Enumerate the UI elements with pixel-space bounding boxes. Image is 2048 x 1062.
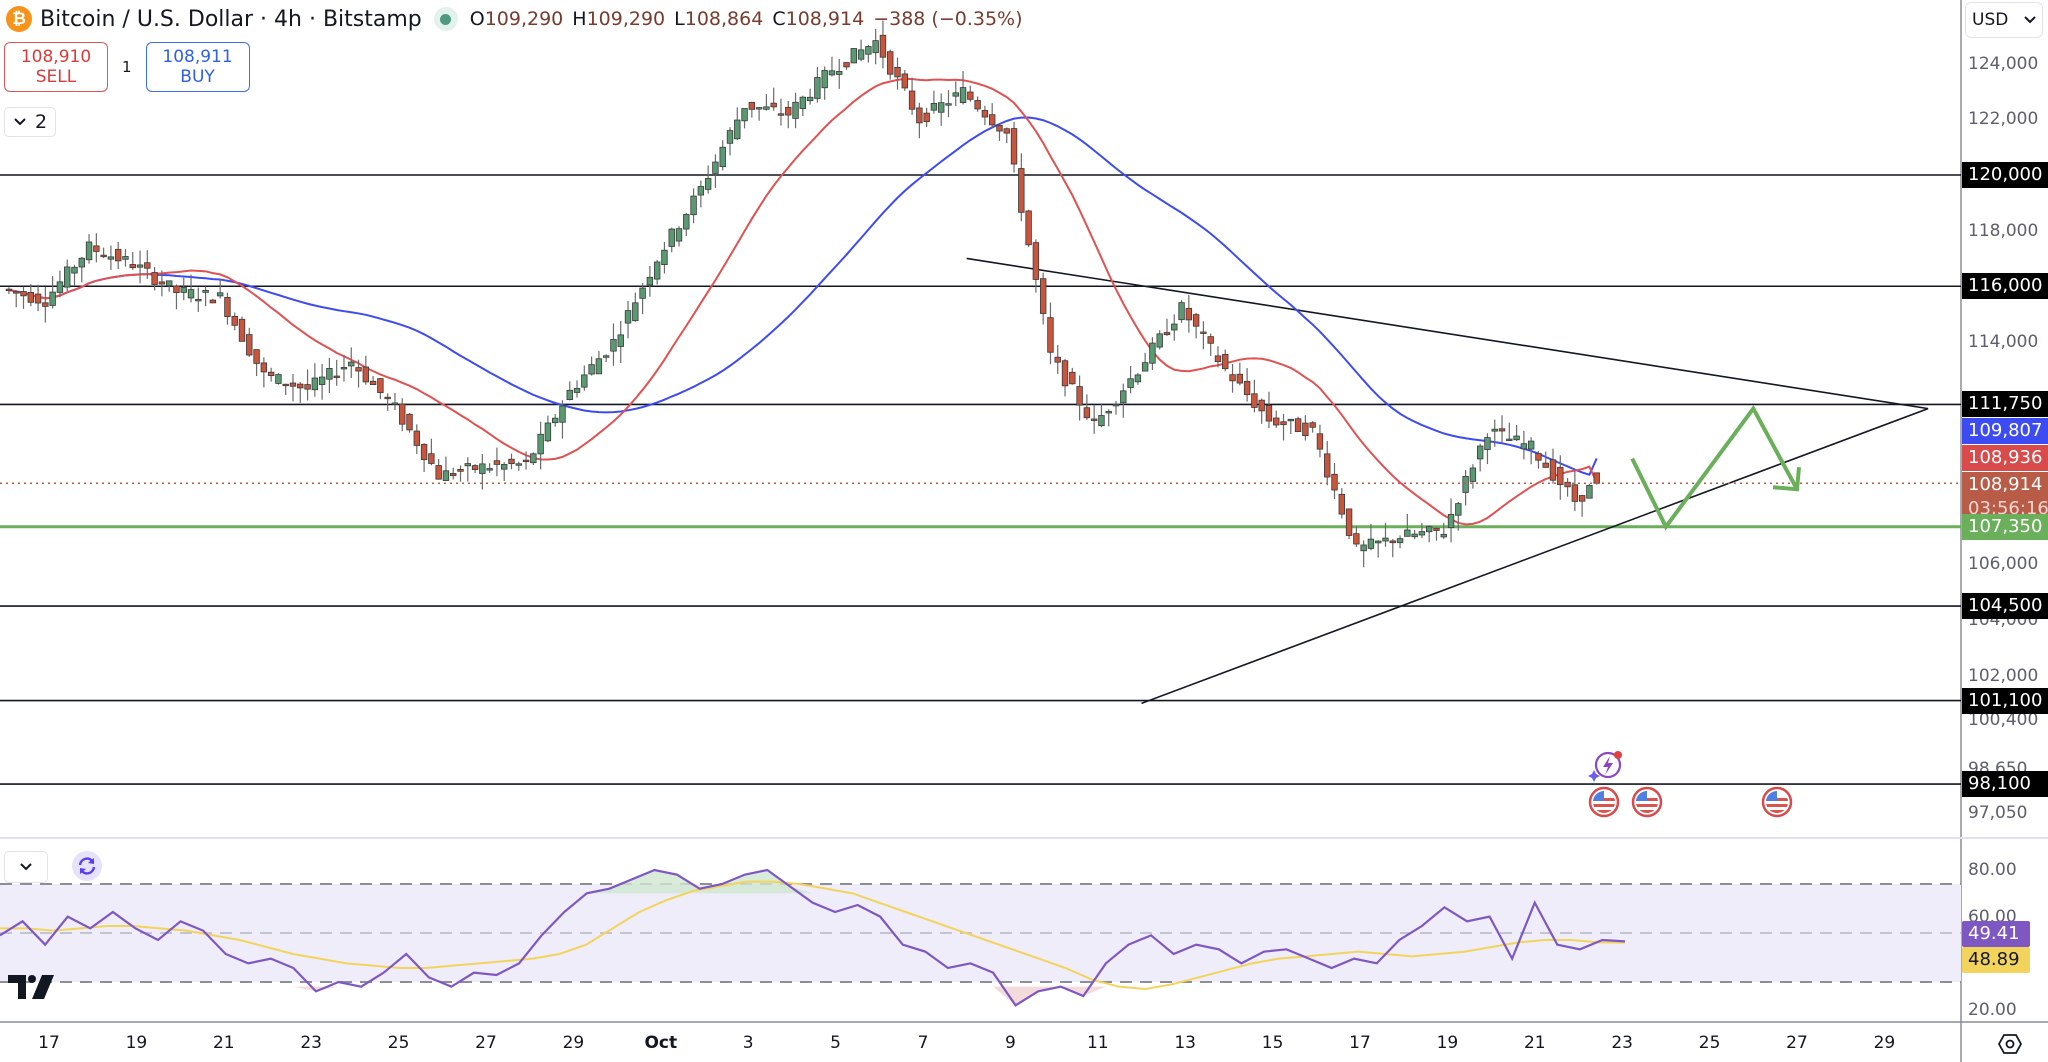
ma-slow-price-tag: 109,807 xyxy=(1962,418,2048,445)
time-tick: 17 xyxy=(38,1033,60,1053)
time-tick: 25 xyxy=(1698,1033,1721,1053)
time-tick: 3 xyxy=(742,1033,754,1053)
time-tick: Oct xyxy=(644,1033,678,1053)
chevron-down-icon xyxy=(14,118,26,126)
time-tick: 23 xyxy=(300,1033,323,1053)
us-flag-icon[interactable] xyxy=(1761,786,1793,818)
candlesticks xyxy=(5,20,1600,568)
buy-button[interactable]: 108,911 BUY xyxy=(145,42,250,92)
market-status-icon[interactable] xyxy=(433,7,458,31)
price-tick: 122,000 xyxy=(1968,109,2039,130)
currency-label: USD xyxy=(1972,10,2009,30)
sell-button[interactable]: 108,910 SELL xyxy=(4,42,108,92)
support-price-tag: 107,350 xyxy=(1962,513,2048,540)
price-tick: 97,050 xyxy=(1968,803,2028,824)
level-price-tag: 98,100 xyxy=(1962,771,2048,798)
rsi-value-tag: 49.41 xyxy=(1962,921,2030,947)
time-tick: 7 xyxy=(917,1033,929,1053)
rsi-oversold-fill xyxy=(0,986,1625,1006)
indicator-count: 2 xyxy=(35,111,48,133)
level-price-tag: 120,000 xyxy=(1962,162,2048,188)
price-tick: 102,000 xyxy=(1968,665,2039,686)
rsi-tick: 20.00 xyxy=(1968,1000,2017,1020)
level-price-tag: 111,750 xyxy=(1962,391,2048,418)
last-price-price-tag: 108,914 xyxy=(1962,472,2048,499)
change-value: −388 (−0.35%) xyxy=(873,8,1023,30)
level-price-tag: 104,500 xyxy=(1962,593,2048,620)
high-label: H xyxy=(572,8,587,30)
us-flag-icon[interactable] xyxy=(1588,786,1620,818)
rsi-ma-value-tag: 48.89 xyxy=(1962,947,2030,973)
level-price-tag: 116,000 xyxy=(1962,273,2048,300)
time-tick: 9 xyxy=(1004,1033,1016,1053)
refresh-button[interactable] xyxy=(72,851,102,881)
projection-path[interactable] xyxy=(1630,404,1799,531)
ma-fast-line xyxy=(8,77,1598,526)
chevron-down-icon xyxy=(20,863,32,871)
time-tick: 13 xyxy=(1174,1033,1197,1053)
currency-select[interactable]: USD xyxy=(1965,2,2043,38)
earnings-lightning-icon[interactable] xyxy=(1588,750,1622,782)
low-label: L xyxy=(674,8,685,30)
price-tick: 106,000 xyxy=(1968,554,2039,575)
level-price-tag: 101,100 xyxy=(1962,687,2048,714)
open-label: O xyxy=(469,8,485,30)
us-flag-icon[interactable] xyxy=(1631,786,1663,818)
time-tick: 19 xyxy=(1436,1033,1459,1053)
symbol-title[interactable]: Bitcoin / U.S. Dollar · 4h · Bitstamp xyxy=(40,6,422,32)
open-value: 109,290 xyxy=(484,8,564,30)
arrow-head-icon xyxy=(1772,467,1801,492)
bitcoin-icon: ₿ xyxy=(6,6,32,32)
time-tick: 23 xyxy=(1611,1033,1634,1053)
time-tick: 19 xyxy=(125,1033,148,1053)
time-tick: 25 xyxy=(387,1033,410,1053)
spread-value: 1 xyxy=(122,58,132,76)
indicators-toggle-button[interactable]: 2 xyxy=(4,107,57,137)
chevron-down-icon xyxy=(2024,16,2036,24)
horizontal-levels[interactable] xyxy=(0,174,1961,785)
rsi-line xyxy=(0,868,1626,1007)
time-tick: 27 xyxy=(1786,1033,1808,1053)
time-tick: 27 xyxy=(475,1033,497,1053)
tradingview-logo[interactable] xyxy=(8,973,58,1001)
price-tick: 100,400 xyxy=(1968,710,2039,731)
time-tick: 15 xyxy=(1261,1033,1284,1053)
trade-panel: 108,910 SELL 1 108,911 BUY xyxy=(4,42,250,92)
ohlc-values: O109,290 H109,290 L108,864 C108,914 −388… xyxy=(470,8,1023,30)
sell-price: 108,910 xyxy=(20,47,92,67)
rsi-tick: 80.00 xyxy=(1968,860,2017,880)
ma-slow-line xyxy=(8,116,1598,476)
close-value: 108,914 xyxy=(785,8,865,30)
low-value: 108,864 xyxy=(684,8,764,30)
trendline[interactable] xyxy=(1141,407,1929,705)
rsi-ma-line xyxy=(0,880,1626,991)
settings-icon[interactable] xyxy=(1998,1032,2022,1056)
refresh-icon xyxy=(78,857,96,875)
buy-label: BUY xyxy=(180,67,215,87)
sell-label: SELL xyxy=(35,67,77,87)
trendlines[interactable] xyxy=(966,257,1929,705)
price-tick: 114,000 xyxy=(1968,331,2039,352)
trendline[interactable] xyxy=(966,257,1929,410)
symbol-header[interactable]: ₿ Bitcoin / U.S. Dollar · 4h · Bitstamp … xyxy=(6,4,1023,34)
time-tick: 21 xyxy=(212,1033,235,1053)
price-tick: 124,000 xyxy=(1968,53,2039,74)
time-tick: 29 xyxy=(1873,1033,1896,1053)
ma-fast-price-tag: 108,936 xyxy=(1962,445,2048,472)
high-value: 109,290 xyxy=(586,8,666,30)
time-tick: 29 xyxy=(562,1033,585,1053)
price-tick: 118,000 xyxy=(1968,220,2039,241)
rsi-collapse-button[interactable] xyxy=(4,851,48,883)
time-tick: 5 xyxy=(830,1033,842,1053)
time-tick: 21 xyxy=(1523,1033,1546,1053)
time-tick: 11 xyxy=(1086,1033,1109,1053)
time-tick: 17 xyxy=(1349,1033,1371,1053)
buy-price: 108,911 xyxy=(162,47,233,67)
close-label: C xyxy=(772,8,786,30)
